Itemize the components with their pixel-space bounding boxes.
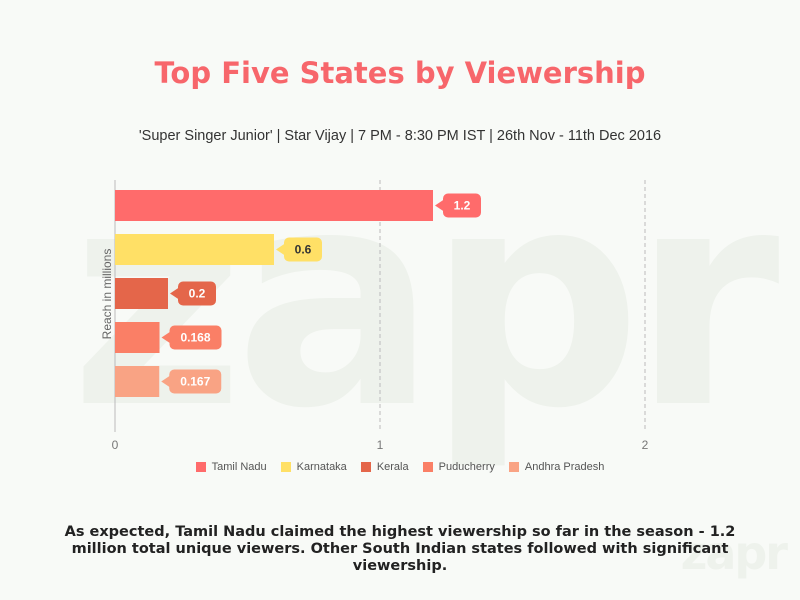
legend-label: Karnataka: [296, 461, 347, 473]
data-label: 0.2: [189, 287, 206, 301]
data-label-pointer: [170, 287, 179, 300]
legend-item-andhra-pradesh[interactable]: Andhra Pradesh: [508, 461, 605, 473]
bar: [115, 278, 168, 309]
legend-swatch: [280, 462, 291, 472]
data-label-box: [169, 369, 222, 394]
x-tick-label: 2: [642, 438, 649, 452]
bar: [115, 234, 274, 265]
data-label: 0.168: [181, 331, 211, 345]
data-label-box: [284, 237, 322, 262]
legend-swatch: [422, 462, 433, 472]
data-label-pointer: [161, 375, 171, 388]
bar: [115, 322, 160, 353]
data-label-box: [443, 193, 481, 218]
data-label-box: [178, 281, 216, 306]
data-label-pointer: [276, 243, 285, 256]
watermark-small: zapr: [680, 526, 788, 580]
legend-swatch: [195, 462, 206, 472]
legend-item-karnataka[interactable]: Karnataka: [280, 461, 347, 473]
legend-item-puducherry[interactable]: Puducherry: [422, 461, 495, 473]
legend-item-tamil-nadu[interactable]: Tamil Nadu: [195, 461, 267, 473]
legend-swatch: [508, 462, 519, 472]
legend-swatch: [360, 462, 371, 472]
legend-item-kerala[interactable]: Kerala: [360, 461, 409, 473]
data-label: 0.167: [180, 375, 210, 389]
data-label: 0.6: [295, 243, 312, 257]
data-label-pointer: [435, 199, 444, 212]
chart-title: Top Five States by Viewership: [154, 56, 646, 90]
chart-subtitle: 'Super Singer Junior' | Star Vijay | 7 P…: [138, 128, 662, 144]
bar: [115, 190, 433, 221]
legend-label: Andhra Pradesh: [524, 461, 605, 473]
x-tick-label: 0: [112, 438, 119, 452]
bar: [115, 366, 160, 397]
legend: Tamil Nadu Karnataka Kerala Puducherry A…: [0, 461, 800, 473]
caption: As expected, Tamil Nadu claimed the high…: [64, 524, 736, 574]
data-label: 1.2: [454, 199, 471, 213]
legend-label: Puducherry: [438, 461, 495, 473]
legend-label: Kerala: [376, 461, 409, 473]
legend-label: Tamil Nadu: [211, 461, 267, 473]
data-label-box: [169, 325, 222, 350]
x-tick-label: 1: [377, 438, 384, 452]
data-label-pointer: [161, 331, 171, 344]
